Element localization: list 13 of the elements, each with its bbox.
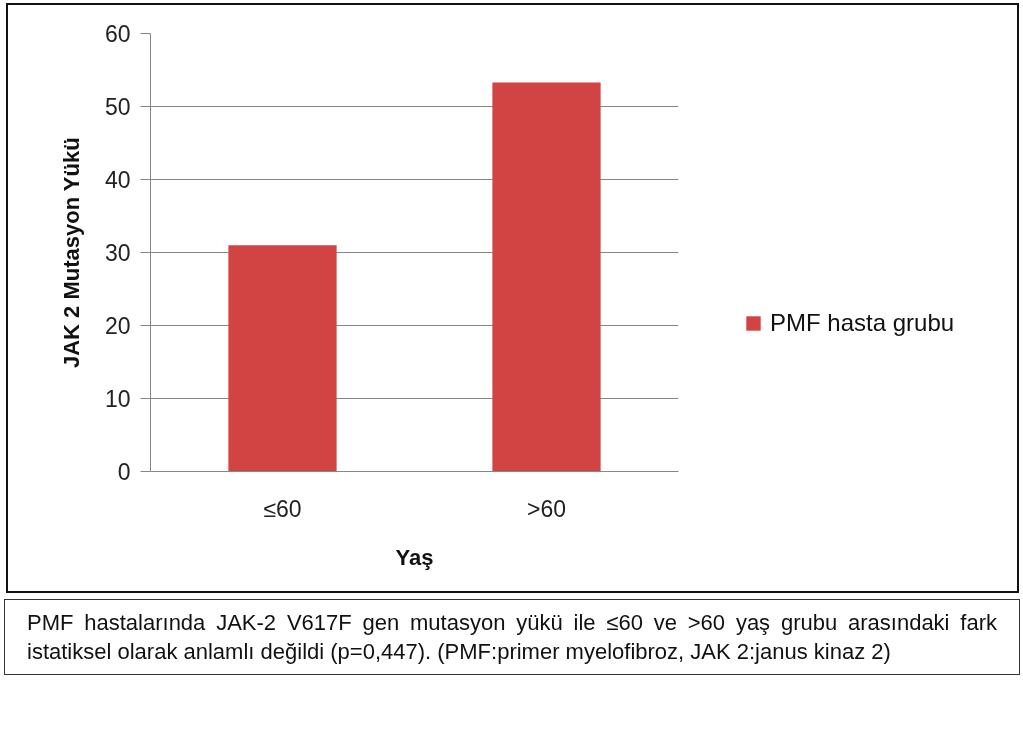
y-axis-title: JAK 2 Mutasyon Yükü bbox=[58, 137, 84, 369]
x-tick-label: >60 bbox=[526, 495, 567, 522]
x-tick-label: ≤60 bbox=[263, 495, 302, 522]
legend-label: PMF hasta grubu bbox=[770, 309, 955, 337]
y-tick-label: 30 bbox=[104, 240, 131, 266]
y-tick-label: 10 bbox=[104, 386, 131, 412]
y-tick-label: 50 bbox=[104, 94, 131, 120]
y-tick-label: 60 bbox=[104, 21, 131, 47]
y-tick-label: 20 bbox=[104, 313, 131, 339]
x-axis-title: Yaş bbox=[395, 544, 434, 570]
y-tick-label: 40 bbox=[104, 167, 131, 193]
y-tick-label: 0 bbox=[117, 459, 131, 485]
text: PMF hastalarında JAK-2 V617F gen mutasyon yükü ile ≤60 ve >60 yaş grubu arasındaki fark istatiksel olarak anlamlı değildi (p=0,447). (PMF:primer myelofibroz, JAK 2:janus kinaz 2) bbox=[27, 609, 997, 666]
